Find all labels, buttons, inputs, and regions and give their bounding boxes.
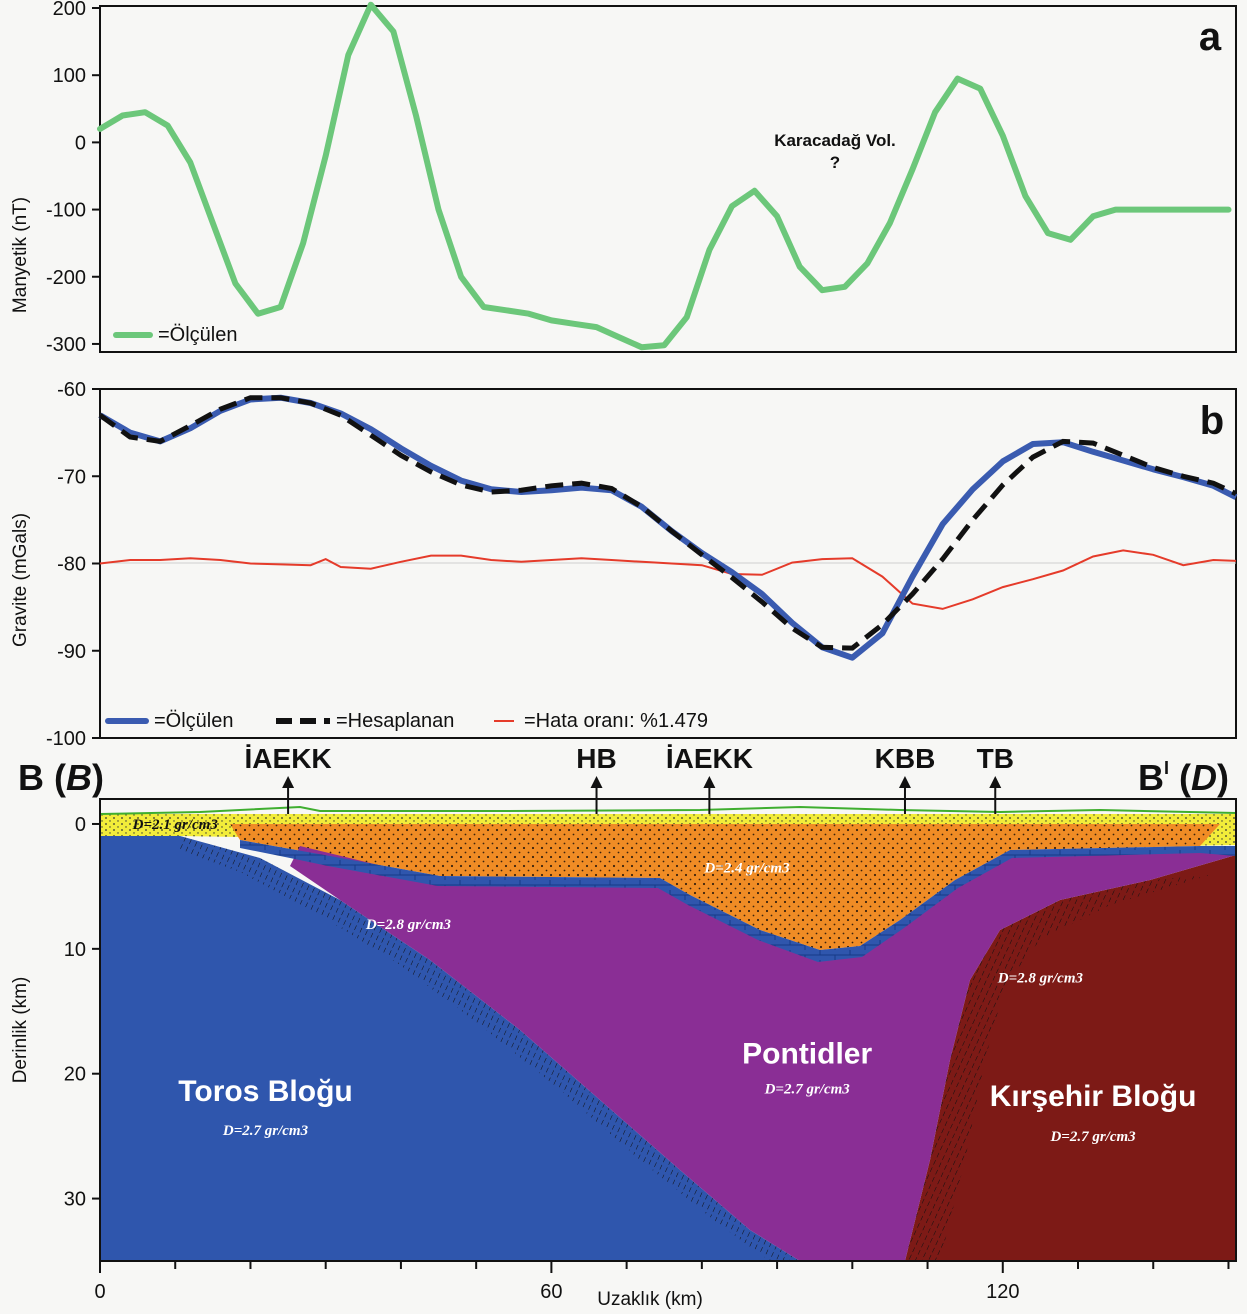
panel-a-annotation-question: ?	[830, 153, 840, 172]
block-pontides	[290, 846, 1236, 1261]
structure-label: TB	[977, 743, 1014, 774]
panel-b-calculated-line	[98, 395, 1238, 651]
structure-arrowhead	[590, 776, 603, 788]
panel-b-ylabel: Gravite (mGals)	[10, 513, 31, 647]
block-toros-hatch	[180, 836, 800, 1261]
layer-orange-dots	[230, 824, 1220, 950]
panel-a-ytick-label: -300	[46, 334, 86, 356]
panel-c-xlabel: Uzaklık (km)	[597, 1289, 703, 1310]
panel-a: 200 100 0 -100 -200 -300 Manyetik (nT) Karaca…	[10, 0, 1237, 356]
legend-b-label-error: =Hata oranı: %1.479	[524, 710, 708, 732]
structure-markers: İAEKK HB İAEKK KBB TB	[245, 743, 1014, 814]
structure-arrowhead	[989, 776, 1002, 788]
panel-b-letter: b	[1200, 399, 1224, 443]
density-labels: D=2.1 gr/cm3 D=2.4 gr/cm3 D=2.8 gr/cm3 D=2.…	[132, 817, 1137, 1145]
panel-b-error-line	[99, 549, 1237, 610]
topography-line	[99, 805, 1237, 815]
panel-c-axes: 0 10 20 30 0 60 120	[64, 814, 1230, 1303]
panel-a-ytick-label: 100	[53, 65, 86, 87]
panel-b-ytick-label: -70	[57, 466, 86, 488]
structure-arrowhead	[703, 776, 716, 788]
density-label: D=2.8 gr/cm3	[997, 971, 1084, 987]
panel-c-ylabel: Derinlik (km)	[10, 977, 31, 1084]
panel-a-measured-line	[97, 1, 1232, 351]
structure-label: İAEKK	[245, 743, 332, 774]
block-label: Pontidler	[742, 1038, 872, 1071]
panel-c-ytick-label: 10	[64, 939, 86, 961]
structure-arrowhead	[282, 776, 295, 788]
density-label: D=2.8 gr/cm3	[365, 917, 452, 933]
panel-a-ytick-label: 0	[75, 132, 86, 154]
panel-a-letter: a	[1199, 15, 1222, 59]
panel-c-ytick-label: 20	[64, 1064, 86, 1086]
density-label: D=2.4 gr/cm3	[703, 861, 790, 877]
panel-b-ytick-label: -60	[57, 379, 86, 401]
structure-label: İAEKK	[666, 743, 753, 774]
structure-arrowhead	[898, 776, 911, 788]
corner-left-label: B (B)	[18, 757, 104, 798]
panel-a-ytick-label: 200	[53, 0, 86, 20]
block-kirsehir-hatch	[905, 875, 1210, 1261]
corner-right-label: BI (D)	[1138, 757, 1229, 798]
density-label: D=2.7 gr/cm3	[764, 1082, 851, 1098]
panel-b-ytick-label: -90	[57, 641, 86, 663]
block-labels: Toros Bloğu Pontidler Kırşehir Bloğu	[178, 1038, 1196, 1113]
structure-label: HB	[576, 743, 616, 774]
panel-a-ytick-label: -100	[46, 200, 86, 222]
panel-b-y-axis: -60 -70 -80 -90 -100	[46, 379, 100, 750]
panel-c-frame	[99, 798, 1237, 1262]
panel-b: -60 -70 -80 -90 -100 Gravite (mGals) b =Ölçü…	[10, 379, 1238, 750]
panel-c-ytick-label: 30	[64, 1189, 86, 1211]
density-label: D=2.7 gr/cm3	[222, 1123, 309, 1139]
structure-label: KBB	[875, 743, 936, 774]
panel-c-xtick-label: 60	[540, 1281, 562, 1303]
panel-a-annotation-title: Karacadağ Vol.	[774, 131, 896, 150]
block-label: Toros Bloğu	[178, 1075, 352, 1108]
panel-c: 0 10 20 30 0 60 120 İAEKK HB İAEKK KBB TB D=2.1 gr…	[10, 743, 1237, 1310]
density-label: D=2.1 gr/cm3	[132, 817, 219, 833]
panel-a-ylabel: Manyetik (nT)	[10, 197, 31, 313]
panel-c-ytick-label: 0	[75, 814, 86, 836]
panel-a-frame	[99, 5, 1237, 353]
legend-a-label-measured: =Ölçülen	[158, 324, 238, 346]
block-label: Kırşehir Bloğu	[990, 1080, 1197, 1113]
panel-a-y-axis: 200 100 0 -100 -200 -300	[46, 0, 100, 356]
panel-c-xtick-label: 120	[986, 1281, 1019, 1303]
layer-brick	[240, 840, 1236, 962]
legend-b-label-calculated: =Hesaplanan	[336, 710, 454, 732]
block-toros	[100, 836, 800, 1261]
panel-a-ytick-label: -200	[46, 267, 86, 289]
panel-c-xtick-label: 0	[94, 1281, 105, 1303]
panel-b-ytick-label: -100	[46, 728, 86, 750]
panel-b-ytick-label: -80	[57, 554, 86, 576]
legend-b-label-measured: =Ölçülen	[154, 710, 234, 732]
density-label: D=2.7 gr/cm3	[1049, 1129, 1136, 1145]
